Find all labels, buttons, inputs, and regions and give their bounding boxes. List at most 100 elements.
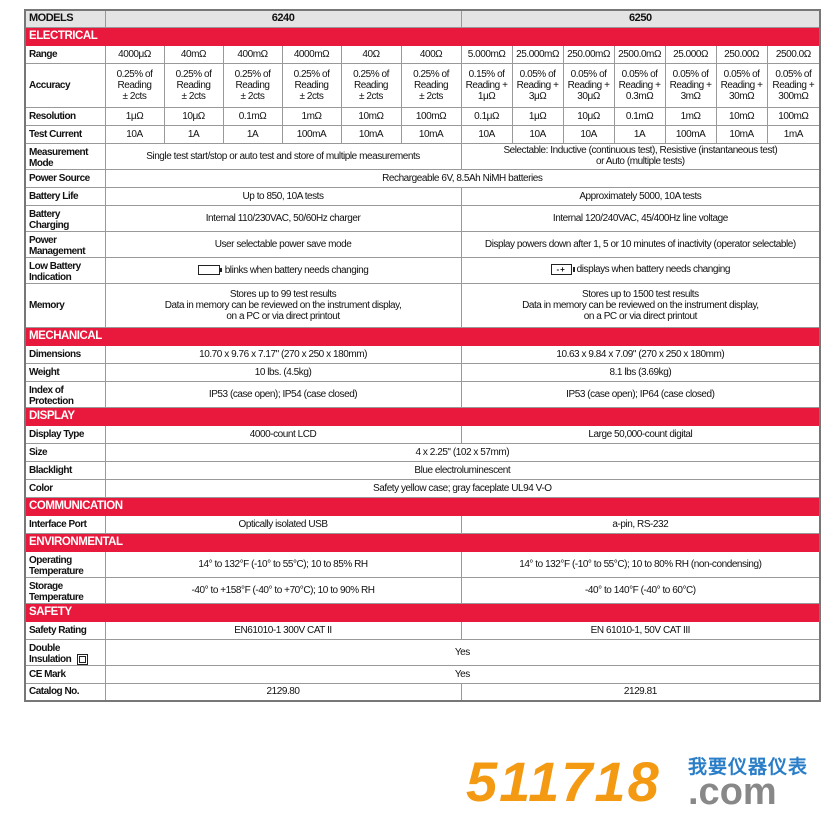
row-label: Color	[24, 478, 106, 498]
spec-value-cell: 0.1mΩ	[613, 106, 666, 126]
spec-value-text: 400mΩ	[237, 48, 268, 60]
section-header: DISPLAY	[24, 406, 821, 426]
row-label-text: Safety Rating	[29, 624, 87, 636]
spec-value-cell: 25.000mΩ	[511, 44, 564, 64]
spec-value-cell: 0.05% of Reading + 300mΩ	[766, 62, 821, 108]
row-label: Power Source	[24, 168, 106, 188]
spec-row: Size 4 x 2.25" (102 x 57mm)	[24, 442, 821, 462]
spec-value-cell: 1A	[163, 124, 224, 144]
spec-value-cell: 100mΩ	[400, 106, 462, 126]
spec-row: Color Safety yellow case; gray faceplate …	[24, 478, 821, 498]
spec-value-text: 2129.80	[266, 686, 300, 698]
logo-number: 511718	[466, 750, 661, 813]
section-title: ELECTRICAL	[24, 26, 821, 46]
spec-row: Test Current 10A 1A 1A 100mA 10mA 10mA 10A 10A 10…	[24, 124, 821, 144]
spec-value-cell: 0.25% of Reading ± 2cts	[340, 62, 402, 108]
spec-value-text: 1A	[187, 128, 200, 140]
spec-value-text: 10A	[126, 128, 143, 140]
spec-value-cell: 10mΩ	[715, 106, 768, 126]
spec-value-text: 2129.81	[623, 686, 657, 698]
spec-value-text: 25.000Ω	[673, 48, 709, 60]
spec-value-text: 1μΩ	[125, 110, 144, 122]
spec-value-text: 10A	[478, 128, 495, 140]
spec-row: Index of Protection IP53 (case open); IP5…	[24, 380, 821, 408]
spec-value-cell: -40° to 140°F (-40° to 60°C)	[460, 576, 821, 604]
spec-value-text: 10mA	[358, 128, 384, 140]
spec-value-text: 0.25% of Reading ± 2cts	[293, 68, 330, 102]
row-label-text: Accuracy	[29, 79, 71, 91]
spec-value-text: 100mΩ	[778, 110, 809, 122]
row-label-text: Storage Temperature	[29, 580, 84, 603]
row-label: Accuracy	[24, 62, 106, 108]
spec-row: Dimensions 10.70 x 9.76 x 7.17" (270 x 25…	[24, 344, 821, 364]
spec-value-text: 1mΩ	[301, 110, 322, 122]
spec-value-text: 0.05% of Reading + 30μΩ	[567, 68, 610, 102]
spec-value-cell: Optically isolated USB	[104, 514, 462, 534]
spec-value-cell: Large 50,000-count digital	[460, 424, 821, 444]
row-label: Weight	[24, 362, 106, 382]
spec-value-cell: Safety yellow case; gray faceplate UL94 …	[104, 478, 821, 498]
spec-value-text: 0.1μΩ	[474, 110, 500, 122]
spec-value-text: 10μΩ	[182, 110, 205, 122]
row-label: Operating Temperature	[24, 550, 106, 578]
row-label-text: Operating Temperature	[29, 554, 84, 577]
spec-row: CE Mark Yes	[24, 664, 821, 684]
spec-value-text: 10mA	[729, 128, 754, 140]
spec-value-cell: 2129.80	[104, 682, 462, 702]
spec-value-text: 0.25% of Reading ± 2cts	[234, 68, 271, 102]
row-label: Memory	[24, 282, 106, 328]
spec-row: Range 4000μΩ 40mΩ 400mΩ 4000mΩ 40Ω 400Ω 5.000mΩ…	[24, 44, 821, 64]
spec-value-cell: 0.25% of Reading ± 2cts	[222, 62, 283, 108]
spec-value-text: displays when battery needs changing	[576, 264, 731, 276]
spec-value-cell: 2129.81	[460, 682, 821, 702]
spec-value-cell: IP53 (case open); IP54 (case closed)	[104, 380, 462, 408]
spec-row: Storage Temperature -40° to +158°F (-40° …	[24, 576, 821, 604]
row-label-text: Battery Charging	[29, 208, 69, 231]
spec-value-cell: 10mA	[715, 124, 768, 144]
row-label-text: Low Battery Indication	[29, 260, 81, 283]
spec-row: Battery Charging Internal 110/230VAC, 50/…	[24, 204, 821, 232]
model-6250-header: 6250	[460, 9, 821, 28]
spec-value-cell: blinks when battery needs changing	[104, 256, 462, 284]
spec-value-cell: 1A	[222, 124, 283, 144]
row-label: Low Battery Indication	[24, 256, 106, 284]
spec-value-cell: 0.25% of Reading ± 2cts	[104, 62, 165, 108]
spec-value-cell: a-pin, RS-232	[460, 514, 821, 534]
spec-value-text: Optically isolated USB	[238, 518, 328, 530]
spec-value-text: Stores up to 1500 test results Data in m…	[522, 288, 759, 322]
spec-value-cell: 250.00mΩ	[562, 44, 615, 64]
spec-value-cell: 0.05% of Reading + 3μΩ	[511, 62, 564, 108]
spec-value-text: 14° to 132°F (-10° to 55°C); 10 to 85% R…	[198, 558, 368, 570]
spec-value-text: 1A	[633, 128, 646, 140]
spec-value-text: 1mA	[783, 128, 804, 140]
spec-value-text: Internal 120/240VAC, 45/400Hz line volta…	[552, 212, 728, 224]
spec-value-text: Single test start/stop or auto test and …	[146, 150, 420, 162]
spec-value-text: EN61010-1 300V CAT II	[234, 624, 332, 636]
spec-value-cell: 0.05% of Reading + 30μΩ	[562, 62, 615, 108]
spec-value-cell: 0.05% of Reading + 0.3mΩ	[613, 62, 666, 108]
row-label: Resolution	[24, 106, 106, 126]
spec-value-text: 40Ω	[362, 48, 380, 60]
models-label: MODELS	[24, 9, 106, 28]
spec-value-text: 250.00mΩ	[567, 48, 610, 60]
spec-value-cell: 0.25% of Reading ± 2cts	[400, 62, 462, 108]
spec-value-text: 1mΩ	[680, 110, 701, 122]
spec-value-cell: 0.25% of Reading ± 2cts	[163, 62, 224, 108]
spec-value-cell: 5.000mΩ	[460, 44, 513, 64]
spec-row: Weight 10 lbs. (4.5kg) 8.1 lbs (3.69kg)	[24, 362, 821, 382]
spec-value-cell: 10.70 x 9.76 x 7.17" (270 x 250 x 180mm)	[104, 344, 462, 364]
row-label: Battery Life	[24, 186, 106, 206]
row-label-text: Power Source	[29, 172, 90, 184]
spec-value-cell: 10 lbs. (4.5kg)	[104, 362, 462, 382]
row-label-text: Battery Life	[29, 190, 79, 202]
spec-value-text: Rechargeable 6V, 8.5Ah NiMH batteries	[382, 172, 543, 184]
row-label-text: Display Type	[29, 428, 84, 440]
spec-value-cell: IP53 (case open); IP64 (case closed)	[460, 380, 821, 408]
spec-value-text: 0.25% of Reading ± 2cts	[353, 68, 389, 102]
spec-value-text: 0.05% of Reading + 30mΩ	[720, 68, 763, 102]
spec-value-cell: 14° to 132°F (-10° to 55°C); 10 to 85% R…	[104, 550, 462, 578]
row-label: Catalog No.	[24, 682, 106, 702]
spec-value-text: 0.05% of Reading + 3mΩ	[669, 68, 712, 102]
row-label-text: Interface Port	[29, 518, 87, 530]
spec-value-cell: Selectable: Inductive (continuous test),…	[460, 142, 821, 170]
